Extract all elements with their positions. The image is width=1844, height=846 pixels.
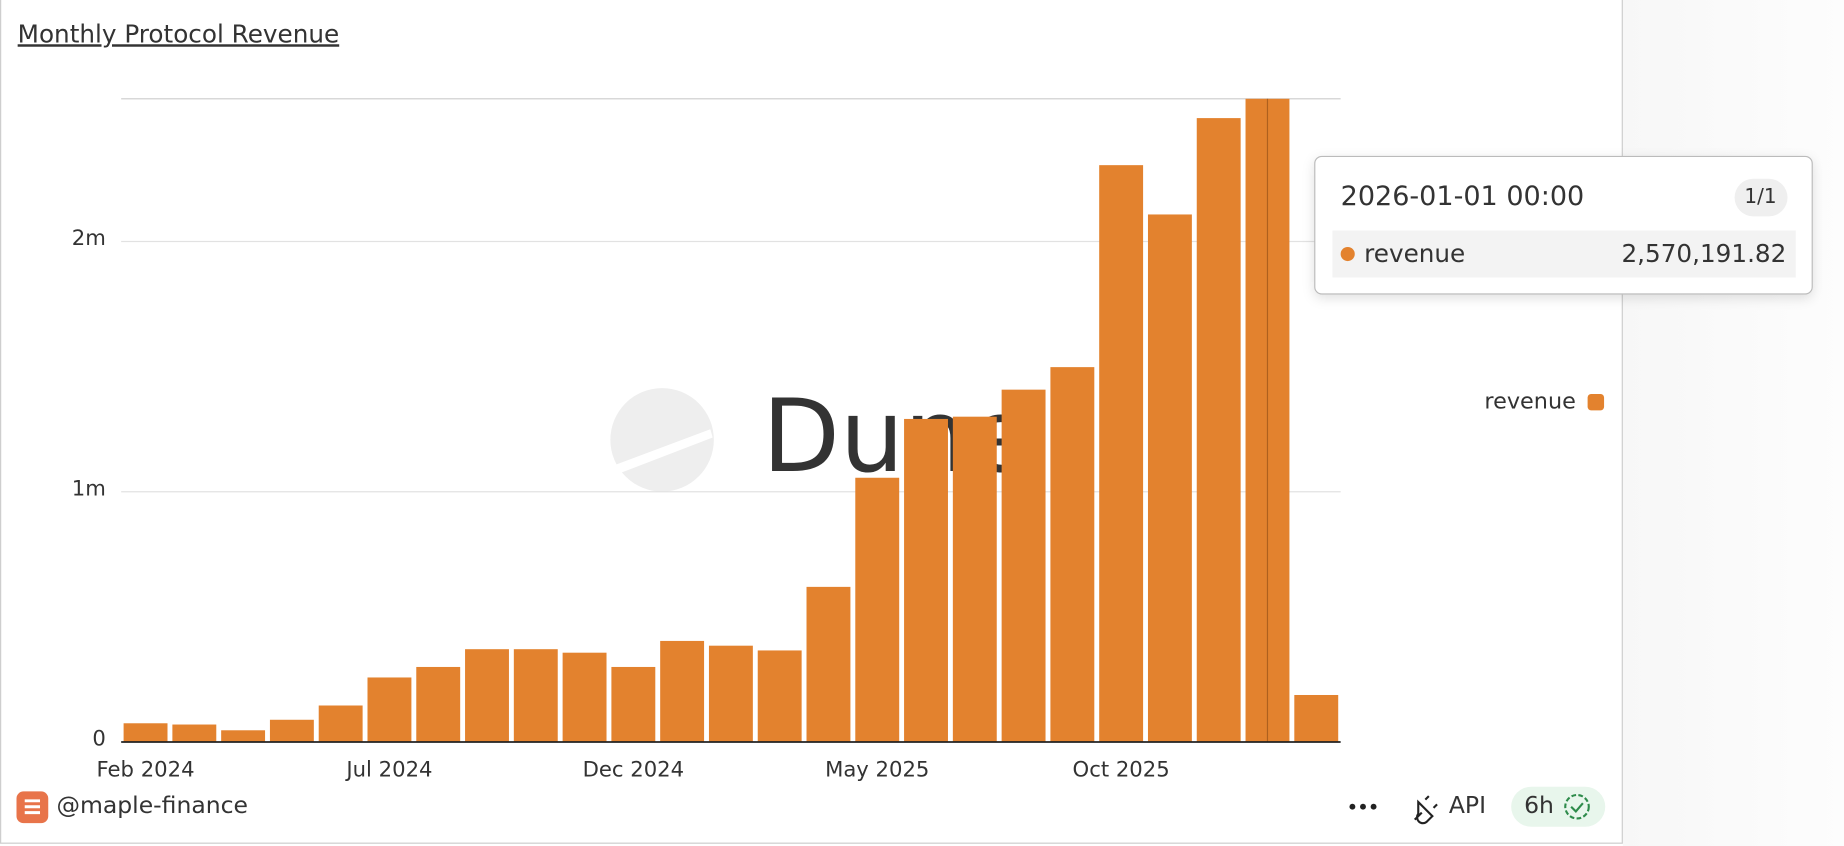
tooltip-dot [1340,246,1355,262]
page-background [1622,0,1844,846]
watermark-slash [616,429,713,473]
owner-link[interactable]: @maple-finance [56,791,248,819]
bar [123,723,168,743]
bar [367,677,412,743]
tooltip-row [1332,230,1796,278]
api-button[interactable]: API [1449,791,1486,819]
tooltip-value: 2,570,191.82 [1621,239,1786,268]
x-tick-label: Jul 2024 [344,756,432,781]
tooltip-series: revenue [1364,239,1465,268]
bar [904,418,948,743]
bar [1050,367,1095,743]
bar [318,705,363,743]
y-tick-label: 2m [72,225,106,250]
bar [1196,118,1241,743]
x-tick-label: May 2025 [825,756,929,781]
bar [855,477,900,743]
dot [1360,803,1366,810]
bar [660,640,705,743]
tooltip-page-pill [1734,178,1788,217]
chart-title[interactable]: Monthly Protocol Revenue [18,19,340,48]
bar [562,652,607,743]
bar [465,649,509,743]
bar [269,719,314,743]
tooltip-page: 1/1 [1744,184,1776,208]
refresh-badge [1564,793,1590,820]
bar [806,586,851,743]
legend-label: revenue [1484,389,1575,415]
bar [1099,165,1144,743]
api-icon [1413,795,1438,825]
bar [416,666,461,743]
bar [172,724,217,743]
owner-avatar-icon [24,799,41,815]
bar [952,416,997,743]
dot [1349,803,1356,810]
bar [1294,694,1339,743]
bar [1001,389,1046,743]
more-button[interactable] [1349,803,1377,810]
y-tick-label: 0 [92,726,105,751]
bar [708,645,753,743]
bar [513,649,558,743]
refresh-time: 6h [1524,791,1554,819]
bar [757,650,802,743]
legend-swatch [1587,393,1605,411]
dot [1370,803,1377,810]
x-tick-label: Oct 2025 [1073,756,1170,781]
bar [1147,214,1192,743]
y-tick-label: 1m [72,475,106,500]
x-tick-label: Feb 2024 [97,756,195,781]
x-tick-label: Dec 2024 [583,756,685,781]
tooltip-title: 2026-01-01 00:00 [1341,181,1585,212]
bar [221,730,266,743]
bar [611,666,656,743]
refresh-check [1570,802,1584,813]
